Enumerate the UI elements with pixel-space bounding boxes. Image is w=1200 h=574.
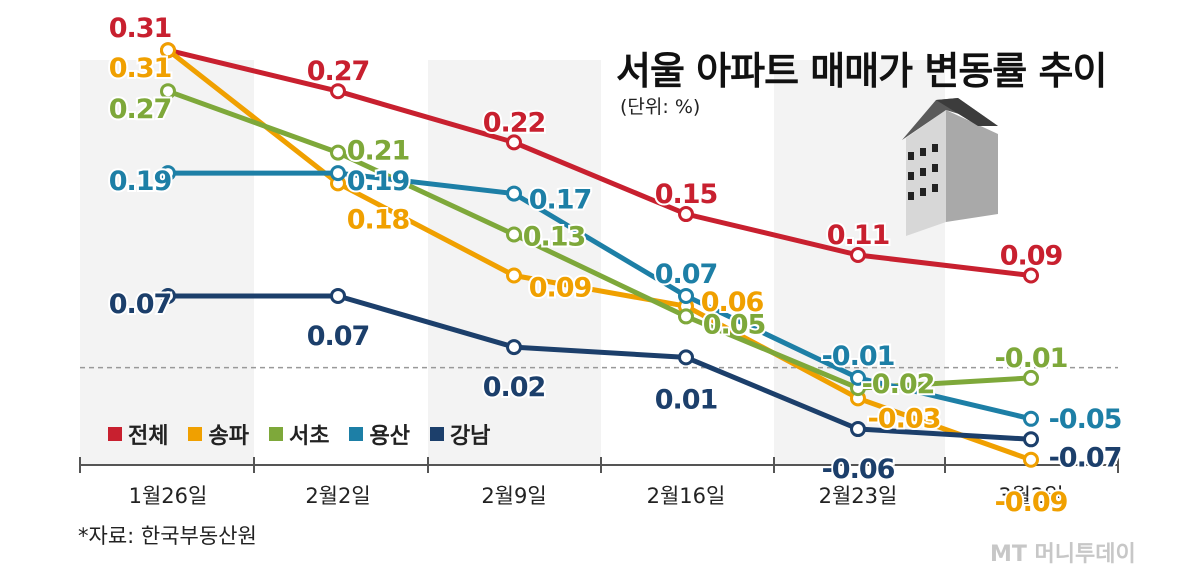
series-line-송파 xyxy=(165,47,1034,463)
data-point xyxy=(160,165,176,182)
source-note: *자료: 한국부동산원 xyxy=(78,524,257,548)
data-label: -0.03 xyxy=(868,403,941,434)
legend-swatch-송파 xyxy=(188,427,203,441)
data-label: 0.05 xyxy=(703,309,766,340)
data-label: 0.17 xyxy=(529,185,592,216)
legend-item: 송파 xyxy=(188,418,249,450)
data-point xyxy=(678,308,694,325)
legend-item: 서초 xyxy=(268,418,330,450)
data-point xyxy=(506,185,522,202)
data-label: -0.01 xyxy=(995,343,1068,374)
data-label: -0.05 xyxy=(1049,404,1122,435)
data-point xyxy=(678,349,694,366)
data-point xyxy=(1023,410,1039,427)
data-point xyxy=(678,287,694,304)
data-label: 0.19 xyxy=(109,166,172,197)
data-point xyxy=(506,339,522,356)
data-point xyxy=(330,83,346,100)
data-label: 0.31 xyxy=(109,13,172,44)
series-points xyxy=(160,42,1039,468)
watermark-logo: MT 머니투데이 xyxy=(990,542,1136,567)
x-tick-label: 2월9일 xyxy=(481,484,546,508)
series-line-강남 xyxy=(165,293,1034,442)
data-label: 0.07 xyxy=(307,321,370,352)
legend-item: 강남 xyxy=(429,418,491,450)
data-label: 0.07 xyxy=(109,289,172,320)
legend-label: 전체 xyxy=(128,424,169,449)
x-tick-label: 2월16일 xyxy=(647,484,726,508)
data-label: -0.06 xyxy=(822,454,895,485)
data-label: 0.31 xyxy=(109,53,172,84)
data-label: 0.27 xyxy=(307,56,370,87)
data-label: 0.22 xyxy=(483,107,546,138)
legend-item: 전체 xyxy=(108,418,168,450)
data-point xyxy=(850,369,866,386)
data-point xyxy=(850,421,866,438)
legend-swatch-강남 xyxy=(429,427,444,441)
data-label: 0.19 xyxy=(347,166,410,197)
data-point xyxy=(1023,267,1039,284)
data-label: 0.21 xyxy=(347,136,410,167)
series-lines xyxy=(165,47,1034,463)
data-label: 0.09 xyxy=(1000,240,1063,271)
data-point xyxy=(1023,431,1039,448)
data-label: 0.02 xyxy=(483,372,546,403)
x-tick-label: 3월2일 xyxy=(998,484,1063,508)
column-band xyxy=(80,60,254,465)
data-point xyxy=(506,226,522,243)
x-axis: 1월26일 2월2일 2월9일 2월16일 2월23일 3월2일 xyxy=(79,457,1119,508)
series-line-전체 xyxy=(165,47,1034,278)
data-point xyxy=(1023,451,1039,468)
legend-label: 서초 xyxy=(288,424,330,449)
data-point xyxy=(330,287,346,304)
data-label: 0.18 xyxy=(347,204,410,235)
data-point xyxy=(850,247,866,263)
legend-label: 용산 xyxy=(369,424,410,449)
x-tick-label: 2월23일 xyxy=(819,484,898,508)
data-labels: 0.31 0.27 0.22 0.15 0.11 0.09 0.31 0.18 0.09 0.06… xyxy=(107,11,1125,520)
data-label: -0.02 xyxy=(862,369,935,400)
legend-label: 송파 xyxy=(208,424,249,449)
legend-item: 용산 xyxy=(349,418,410,450)
data-point xyxy=(678,206,694,223)
x-tick-label: 1월26일 xyxy=(129,484,208,508)
data-point xyxy=(160,287,176,304)
data-label: 0.01 xyxy=(655,384,718,415)
data-label: 0.13 xyxy=(523,222,586,253)
data-point xyxy=(506,134,522,151)
data-point xyxy=(160,83,176,100)
x-tick-label: 2월2일 xyxy=(305,484,370,508)
chart-title: 서울 아파트 매매가 변동률 추이 xyxy=(616,49,1107,93)
legend-label: 강남 xyxy=(449,424,491,449)
legend: 전체 송파 서초 용산 강남 xyxy=(108,418,490,450)
data-label: -0.01 xyxy=(822,341,895,372)
data-label: 0.09 xyxy=(529,272,592,303)
data-label: 0.11 xyxy=(827,220,890,251)
data-point xyxy=(330,165,346,182)
data-point xyxy=(506,267,522,284)
unit-label: (단위: %) xyxy=(620,96,701,118)
data-label: -0.09 xyxy=(995,487,1068,518)
data-point xyxy=(330,144,346,161)
building-icon xyxy=(902,98,998,236)
legend-swatch-용산 xyxy=(349,427,364,441)
data-label: 0.06 xyxy=(701,287,764,318)
legend-swatch-서초 xyxy=(268,427,283,441)
data-label: 0.27 xyxy=(109,94,172,125)
legend-swatch-전체 xyxy=(108,427,122,441)
data-label: -0.07 xyxy=(1049,442,1122,473)
data-point xyxy=(1023,369,1039,386)
data-label: 0.15 xyxy=(655,179,718,210)
data-point xyxy=(160,42,176,59)
series-line-용산 xyxy=(165,170,1034,422)
data-label: 0.07 xyxy=(655,259,718,290)
